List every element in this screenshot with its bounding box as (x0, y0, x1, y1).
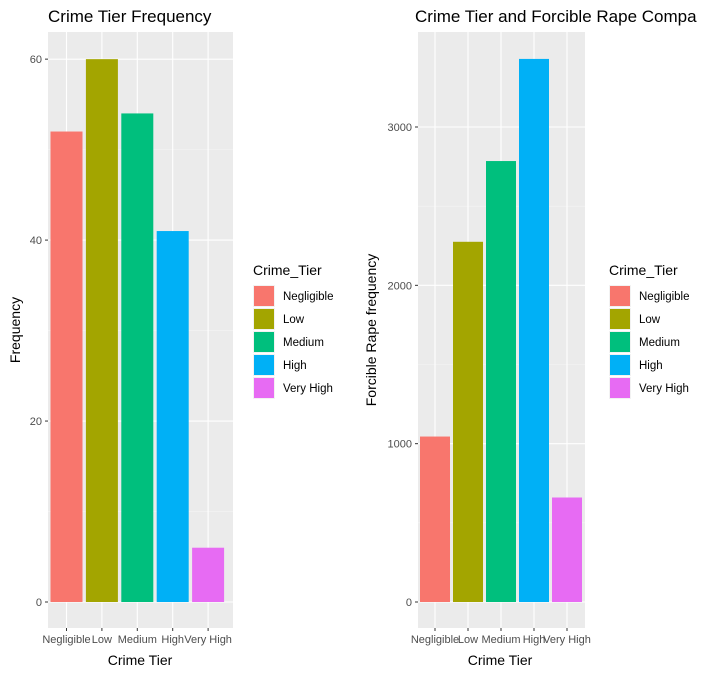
x-tick-label: High (523, 634, 546, 646)
x-tick-label: Negligible (42, 634, 90, 646)
x-tick-label: Medium (481, 634, 520, 646)
legend-label: Negligible (639, 291, 690, 303)
legend-title: Crime_Tier (609, 262, 678, 278)
y-tick-label: 60 (30, 54, 42, 66)
legend-title: Crime_Tier (253, 262, 322, 278)
x-tick-label: Low (92, 634, 112, 646)
legend-swatch-negligible (610, 286, 630, 306)
legend-label: Low (639, 314, 661, 326)
bar-high (519, 58, 549, 602)
legend-swatch-low (254, 309, 274, 329)
legend-swatch-very-high (610, 378, 630, 398)
bar-medium (486, 161, 516, 602)
legend-label: Low (283, 314, 305, 326)
x-tick-label: Low (458, 634, 478, 646)
legend-swatch-medium (610, 332, 630, 352)
x-axis-title: Crime Tier (108, 652, 173, 668)
legend: Crime_Tier Negligible Low Medium High Very Hi… (609, 262, 690, 399)
x-tick-label: Very High (184, 634, 232, 646)
legend: Crime_Tier Negligible Low Medium High Very Hi… (253, 262, 334, 399)
legend-label: High (639, 360, 663, 372)
x-tick-label: Medium (118, 634, 157, 646)
legend-label: Negligible (283, 291, 334, 303)
legend-swatch-medium (254, 332, 274, 352)
legend-swatch-low (610, 309, 630, 329)
x-tick-label: Very High (543, 634, 591, 646)
bar-negligible (420, 436, 450, 602)
x-axis-title: Crime Tier (468, 652, 533, 668)
bar-low (85, 59, 118, 602)
legend-swatch-very-high (254, 378, 274, 398)
bar-negligible (50, 131, 83, 602)
legend-label: Medium (283, 337, 324, 349)
y-tick-label: 2000 (388, 280, 412, 292)
x-tick-label: High (161, 634, 184, 646)
y-axis-title: Frequency (7, 297, 23, 363)
legend-label: High (283, 360, 307, 372)
legend-label: Medium (639, 337, 680, 349)
y-tick-label: 0 (406, 597, 412, 609)
bar-medium (121, 113, 154, 602)
x-tick-label: Negligible (411, 634, 459, 646)
bar-low (453, 241, 483, 602)
y-axis-title: Forcible Rape frequency (363, 254, 379, 407)
bar-very-high (552, 497, 582, 602)
y-tick-label: 0 (36, 597, 42, 609)
legend-swatch-high (610, 355, 630, 375)
legend-swatch-high (254, 355, 274, 375)
bar-high (156, 231, 189, 603)
legend-swatch-negligible (254, 286, 274, 306)
y-tick-label: 20 (30, 416, 42, 428)
chart-title: Crime Tier Frequency (48, 7, 212, 26)
y-tick-label: 3000 (388, 122, 412, 134)
y-tick-label: 40 (30, 235, 42, 247)
bar-very-high (192, 547, 225, 602)
chart-title: Crime Tier and Forcible Rape Compa (415, 7, 697, 26)
legend-label: Very High (283, 383, 333, 395)
y-tick-label: 1000 (388, 439, 412, 451)
legend-label: Very High (639, 383, 689, 395)
